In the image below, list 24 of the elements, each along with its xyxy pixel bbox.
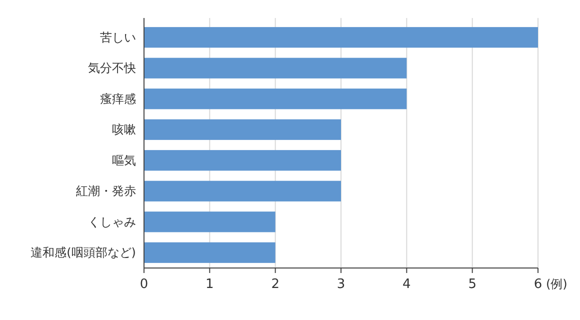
x-tick-label: 3	[336, 277, 346, 292]
y-tick-label: 嘔気	[112, 153, 136, 168]
bar	[144, 88, 407, 110]
y-tick-label: 違和感(咽頭部など)	[30, 246, 136, 260]
y-tick-label: 苦しい	[100, 30, 136, 44]
bar	[144, 58, 407, 78]
x-tick-label: 2	[271, 277, 280, 292]
y-tick-label: 紅潮・発赤	[76, 184, 136, 198]
y-tick-label: くしゃみ	[88, 214, 136, 229]
y-tick-label: 気分不快	[88, 61, 136, 76]
bar	[144, 242, 276, 263]
bar	[144, 27, 538, 48]
bar	[144, 150, 341, 171]
x-tick-label: 0	[140, 277, 148, 292]
x-tick-label: 4	[402, 277, 411, 292]
x-tick-label: 1	[206, 277, 214, 292]
x-tick-label: 6	[534, 277, 542, 292]
y-tick-label: 咳嗽	[112, 122, 136, 137]
y-tick-label: 瘙痒感	[100, 92, 136, 106]
x-axis-title: (例)	[546, 277, 568, 291]
bar	[144, 212, 276, 232]
bar	[144, 180, 341, 202]
bar	[144, 119, 341, 140]
x-tick-label: 5	[468, 277, 476, 292]
